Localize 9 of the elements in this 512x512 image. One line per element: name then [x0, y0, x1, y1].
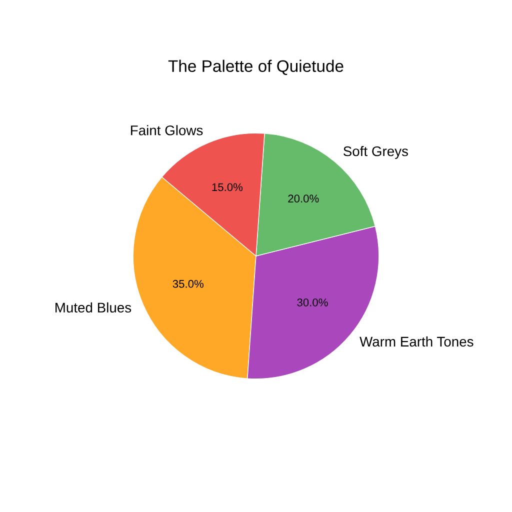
data-label: 35.0%	[172, 280, 204, 288]
slice-label: Warm Earth Tones	[360, 336, 474, 347]
data-label: 20.0%	[288, 194, 319, 203]
chart-title: The Palette of Quietude	[168, 60, 344, 75]
data-label: 15.0%	[212, 183, 243, 192]
slice-label: Soft Greys	[344, 146, 408, 159]
slice-label: Faint Glows	[131, 125, 203, 136]
slice-label: Muted Blues	[56, 302, 132, 313]
data-label: 30.0%	[297, 298, 328, 306]
